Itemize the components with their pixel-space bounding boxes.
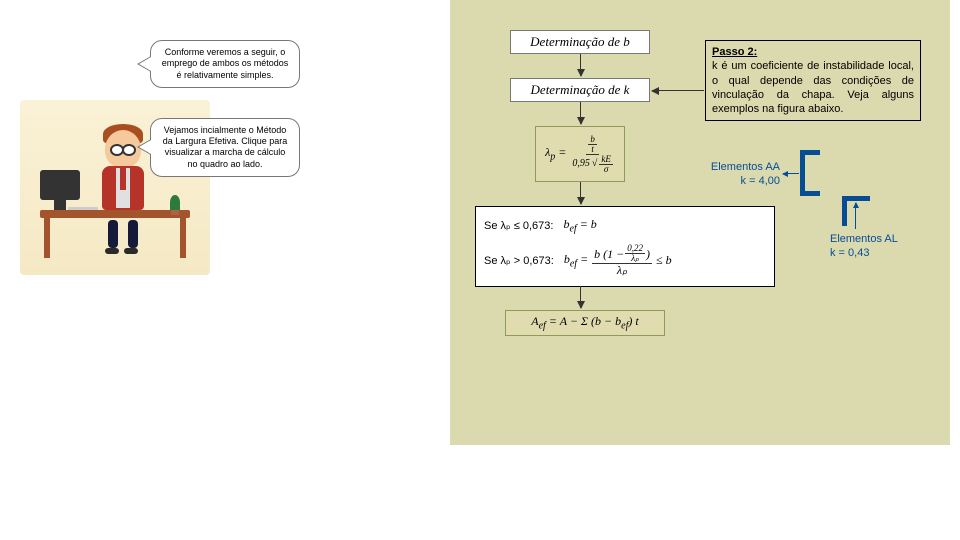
passo-box: Passo 2: k é um coeficiente de instabili… xyxy=(705,40,921,121)
conditions-box: Se λₚ ≤ 0,673: bef = b Se λₚ > 0,673: be… xyxy=(475,206,775,287)
arrow-passo-to-k xyxy=(652,90,704,91)
arrow-b-to-k xyxy=(580,54,581,76)
passo-title: Passo 2: xyxy=(712,46,757,58)
speech-bubble-2: Vejamos incialmente o Método da Largura … xyxy=(150,118,300,177)
speech-2-text: Vejamos incialmente o Método da Largura … xyxy=(163,125,288,169)
cond1-label: Se λₚ ≤ 0,673: xyxy=(484,219,553,232)
label-al: Elementos AL k = 0,43 xyxy=(830,232,902,261)
speech-bubble-1: Conforme veremos a seguir, o emprego de … xyxy=(150,40,300,88)
bracket-aa-icon xyxy=(800,150,820,196)
node-lambda: λp = bt 0,95 √ kEσ xyxy=(535,126,625,182)
label-aa: Elementos AA k = 4,00 xyxy=(710,160,780,189)
arrow-to-aa xyxy=(783,173,799,174)
arrow-lambda-to-cond xyxy=(580,182,581,204)
node-det-b: Determinação de b xyxy=(510,30,650,54)
node-aef: Aef = A − Σ (b − bef) t xyxy=(505,310,665,336)
node-det-k: Determinação de k xyxy=(510,78,650,102)
speech-1-text: Conforme veremos a seguir, o emprego de … xyxy=(162,47,289,80)
left-column: Conforme veremos a seguir, o emprego de … xyxy=(10,40,320,177)
arrow-to-al xyxy=(855,203,856,229)
arrow-cond-to-aef xyxy=(580,286,581,308)
node-det-b-text: Determinação de b xyxy=(530,34,630,50)
arrow-k-to-lambda xyxy=(580,102,581,124)
node-det-k-text: Determinação de k xyxy=(531,82,630,98)
passo-body: k é um coeficiente de instabilidade loca… xyxy=(712,60,914,115)
cond2-label: Se λₚ > 0,673: xyxy=(484,254,554,267)
bracket-al-icon xyxy=(842,196,870,226)
flowchart-panel: Determinação de b Determinação de k λp =… xyxy=(450,0,950,445)
